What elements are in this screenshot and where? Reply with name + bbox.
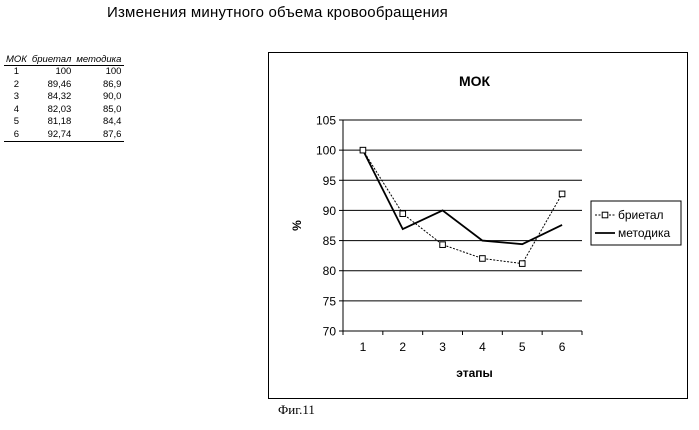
table-cell: 85,0 bbox=[74, 104, 124, 117]
x-tick-label: 5 bbox=[519, 340, 526, 354]
table-row: 3 84,32 90,0 bbox=[4, 91, 124, 104]
table-row: 2 89,46 86,9 bbox=[4, 79, 124, 92]
y-axis-label: % bbox=[290, 220, 304, 231]
table-cell: 92,74 bbox=[30, 129, 74, 142]
chart-svg: 70 75 80 85 90 95 100 105 1 2 3 4 5 6 МОК этапы% бриетал… bbox=[269, 53, 689, 400]
data-point-brietal bbox=[559, 191, 565, 197]
data-table: МОК бриетал методика 1 100 100 2 89,46 8… bbox=[4, 54, 124, 142]
chart-title: МОК bbox=[459, 73, 491, 89]
y-tick-label: 105 bbox=[316, 114, 336, 128]
table-cell: 100 bbox=[74, 66, 124, 79]
page-title-text: Изменения минутного объема кровообращени… bbox=[107, 4, 448, 21]
table-header: бриетал bbox=[30, 54, 74, 66]
data-point-brietal bbox=[360, 147, 366, 153]
table-header-row: МОК бриетал методика bbox=[4, 54, 124, 66]
y-tick-label: 90 bbox=[323, 204, 337, 218]
table-cell: 87,6 bbox=[74, 129, 124, 142]
page-title: Изменения минутного объема кровообращени… bbox=[0, 4, 699, 21]
x-tick-label: 6 bbox=[559, 340, 566, 354]
figure-caption: Фиг.11 bbox=[278, 402, 315, 418]
table-cell: 81,18 bbox=[30, 116, 74, 129]
y-tick-label: 100 bbox=[316, 144, 336, 158]
table-cell: 86,9 bbox=[74, 79, 124, 92]
y-tick-label: 85 bbox=[323, 234, 337, 248]
table-cell: 84,4 bbox=[74, 116, 124, 129]
x-tick-label: 1 bbox=[360, 340, 367, 354]
table-cell: 89,46 bbox=[30, 79, 74, 92]
table-cell: 3 bbox=[4, 91, 30, 104]
table-row: 5 81,18 84,4 bbox=[4, 116, 124, 129]
table-cell: 2 bbox=[4, 79, 30, 92]
table-cell: 90,0 bbox=[74, 91, 124, 104]
table-row: 4 82,03 85,0 bbox=[4, 104, 124, 117]
x-tick-label: 3 bbox=[439, 340, 446, 354]
table-cell: 100 bbox=[30, 66, 74, 79]
table-cell: 84,32 bbox=[30, 91, 74, 104]
legend-label-metodika: методика bbox=[618, 226, 671, 240]
table-header: МОК bbox=[4, 54, 30, 66]
x-axis-label: этапы bbox=[456, 366, 493, 380]
data-point-brietal bbox=[400, 211, 406, 217]
y-tick-label: 95 bbox=[323, 174, 337, 188]
data-point-brietal bbox=[440, 242, 446, 248]
legend-label-brietal: бриетал bbox=[618, 208, 664, 222]
table-row: 1 100 100 bbox=[4, 66, 124, 79]
x-tick-label: 4 bbox=[479, 340, 486, 354]
table-header: методика bbox=[74, 54, 124, 66]
legend-marker-brietal bbox=[602, 212, 608, 218]
table-cell: 1 bbox=[4, 66, 30, 79]
table-cell: 82,03 bbox=[30, 104, 74, 117]
data-point-brietal bbox=[519, 261, 525, 267]
table-cell: 5 bbox=[4, 116, 30, 129]
x-tick-label: 2 bbox=[399, 340, 406, 354]
y-tick-label: 70 bbox=[323, 325, 337, 339]
table-cell: 6 bbox=[4, 129, 30, 142]
table-cell: 4 bbox=[4, 104, 30, 117]
data-point-brietal bbox=[480, 256, 486, 262]
chart-frame: 70 75 80 85 90 95 100 105 1 2 3 4 5 6 МОК этапы% бриетал… bbox=[268, 52, 688, 399]
y-tick-label: 80 bbox=[323, 264, 337, 278]
table-row: 6 92,74 87,6 bbox=[4, 129, 124, 142]
y-tick-label: 75 bbox=[323, 294, 337, 308]
